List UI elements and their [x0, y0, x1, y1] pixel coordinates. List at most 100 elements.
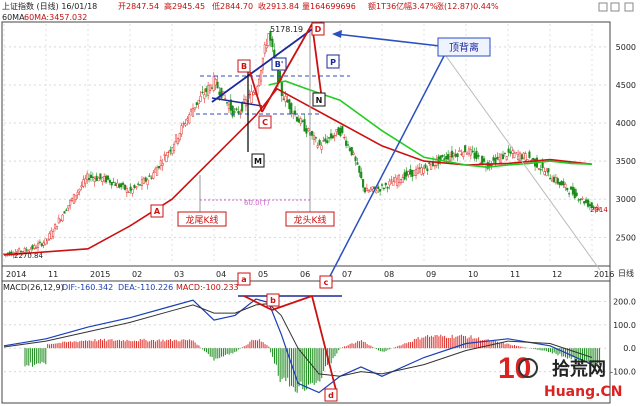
candle-body-65 [125, 188, 128, 193]
y-tick-3000: 3000 [616, 195, 636, 204]
candle-body-216 [411, 169, 414, 177]
dragon-head-box [285, 211, 335, 227]
candle-body-18 [36, 243, 40, 248]
candle-body-80 [154, 168, 157, 173]
candle-body-158 [301, 120, 304, 122]
candle-body-312 [592, 206, 595, 208]
candle-body-292 [554, 177, 557, 183]
candle-body-180 [343, 136, 346, 139]
candle-body-22 [44, 238, 47, 245]
marker-c: C [262, 118, 268, 127]
candle-body-69 [133, 185, 136, 188]
price-annotations: 顶背离 5178.19 2270.84 2914 60.0(T) 龙尾K线 龙头… [14, 21, 608, 286]
candle-body-221 [420, 167, 423, 175]
candle-body-283 [537, 168, 540, 170]
prev-icon[interactable] [598, 2, 608, 12]
header-volume: 量164699696 [302, 2, 356, 11]
candle-body-203 [386, 186, 389, 189]
candle-body-10 [21, 251, 24, 253]
candle-body-49 [95, 175, 98, 181]
candle-body-131 [250, 91, 253, 104]
candle-body-286 [543, 171, 546, 175]
header-amount: 额1T36亿 [368, 1, 404, 11]
candle-body-263 [500, 154, 503, 164]
candle-body-293 [556, 178, 559, 184]
callout-text: 顶背离 [449, 41, 479, 54]
b-c-line [211, 97, 263, 107]
candle-body-280 [532, 158, 535, 161]
close-icon[interactable] [624, 2, 634, 12]
candle-body-32 [63, 211, 66, 214]
candle-body-45 [88, 177, 91, 181]
candle-body-60 [116, 182, 119, 188]
candle-body-55 [106, 175, 110, 180]
candle-body-199 [379, 189, 382, 192]
candle-body-97 [186, 118, 189, 121]
candle-body-122 [233, 111, 236, 113]
x-tick-4: 03 [174, 270, 184, 279]
candle-body-235 [447, 154, 450, 160]
candle-body-82 [157, 166, 161, 169]
candle-body-23 [46, 238, 49, 241]
candle-body-57 [110, 182, 113, 186]
candle-body-298 [566, 187, 569, 191]
header-close: 收2913.84 [258, 1, 299, 11]
candle-body-212 [403, 172, 406, 180]
candle-body-148 [282, 98, 285, 100]
candle-body-239 [454, 153, 457, 157]
y-tick-4000: 4000 [616, 119, 636, 128]
candle-body-16 [33, 244, 36, 249]
candle-body-192 [365, 188, 368, 192]
candle-body-301 [571, 186, 574, 195]
candle-body-130 [248, 94, 251, 96]
window-controls[interactable] [598, 2, 634, 12]
candle-body-37 [72, 193, 75, 204]
candle-body-182 [346, 144, 350, 146]
y-tick-3500: 3500 [616, 157, 636, 166]
candle-body-244 [464, 145, 467, 153]
candle-body-222 [422, 168, 425, 174]
next-icon[interactable] [610, 2, 620, 12]
candle-body-72 [139, 184, 142, 186]
candle-body-243 [462, 151, 465, 157]
candle-body-218 [414, 169, 418, 176]
d-drop [311, 23, 323, 101]
macd-label: MACD(26,12,9) [3, 283, 64, 292]
candle-body-106 [203, 94, 206, 99]
candle-body-85 [163, 154, 166, 156]
candle-body-241 [458, 150, 461, 152]
candle-body-56 [108, 179, 111, 183]
period-button[interactable]: 日线 [618, 268, 634, 278]
macd-y-tick--100: -100.0 [610, 368, 636, 377]
ma-label: 60MA [2, 13, 25, 22]
dragon-tail-box [177, 211, 227, 227]
candle-body-265 [503, 152, 506, 154]
dea-line [3, 303, 593, 377]
candle-body-94 [180, 125, 183, 135]
candle-body-163 [311, 131, 314, 136]
candle-body-309 [586, 199, 590, 207]
candle-body-287 [545, 170, 548, 177]
header-low: 低2844.70 [212, 1, 253, 11]
candle-body-278 [528, 151, 531, 158]
candle-body-289 [549, 177, 552, 180]
macd-marker-a: a [241, 275, 246, 284]
candle-body-290 [551, 179, 554, 182]
candle-body-247 [469, 149, 472, 156]
candle-body-314 [596, 205, 599, 208]
candle-body-75 [144, 177, 147, 182]
candle-body-95 [182, 123, 185, 125]
last-value: 2914 [590, 206, 608, 214]
candle-body-315 [598, 207, 601, 210]
candle-body-291 [552, 176, 556, 183]
candle-body-178 [339, 128, 342, 136]
candle-body-30 [59, 219, 62, 221]
candle-body-267 [507, 148, 510, 153]
candle-body-92 [176, 138, 179, 144]
header-high: 高2945.45 [164, 1, 205, 11]
b-c-drop [249, 71, 263, 113]
candle-body-96 [184, 123, 187, 126]
candle-body-169 [322, 140, 325, 142]
candle-body-188 [358, 165, 361, 173]
candle-body-138 [263, 44, 266, 54]
